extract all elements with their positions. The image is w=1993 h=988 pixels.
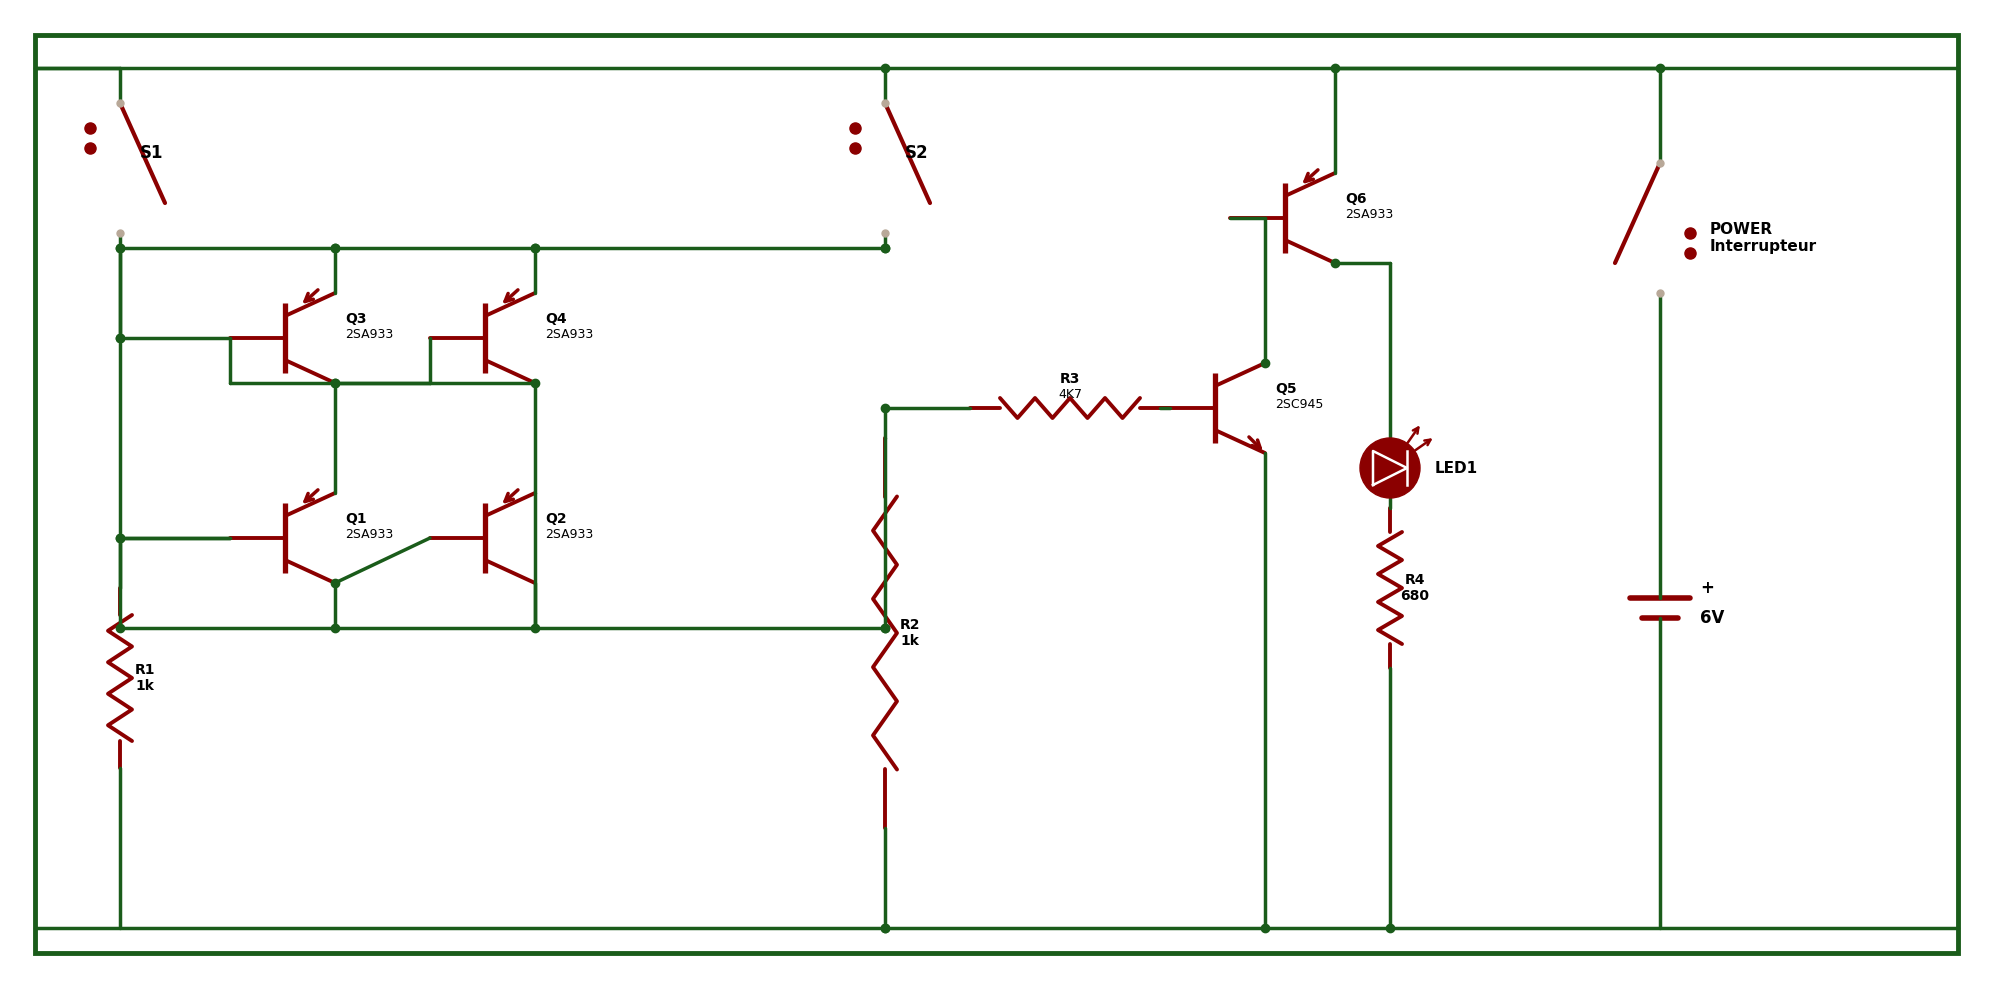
Text: Q6: Q6	[1345, 192, 1367, 206]
Circle shape	[1359, 438, 1419, 498]
Text: 2SA933: 2SA933	[345, 528, 393, 541]
Text: R3: R3	[1060, 372, 1080, 386]
Text: 2SA933: 2SA933	[544, 328, 594, 341]
Text: 6V: 6V	[1700, 609, 1724, 627]
Text: Q2: Q2	[544, 512, 566, 526]
Text: 2SA933: 2SA933	[1345, 208, 1393, 221]
Text: 4K7: 4K7	[1058, 388, 1082, 401]
Text: S1: S1	[140, 144, 163, 162]
Text: LED1: LED1	[1435, 460, 1479, 475]
Text: Q4: Q4	[544, 312, 566, 326]
Text: R1
1k: R1 1k	[136, 663, 155, 694]
Text: POWER
Interrupteur: POWER Interrupteur	[1710, 221, 1818, 254]
Text: R4
680: R4 680	[1401, 573, 1429, 603]
Text: Q1: Q1	[345, 512, 367, 526]
Text: Q5: Q5	[1276, 382, 1297, 396]
Text: 2SC945: 2SC945	[1276, 398, 1323, 411]
Text: +: +	[1700, 579, 1714, 597]
Text: 2SA933: 2SA933	[544, 528, 594, 541]
Text: S2: S2	[905, 144, 929, 162]
Text: Q3: Q3	[345, 312, 367, 326]
Text: R2
1k: R2 1k	[899, 618, 921, 648]
Text: 2SA933: 2SA933	[345, 328, 393, 341]
